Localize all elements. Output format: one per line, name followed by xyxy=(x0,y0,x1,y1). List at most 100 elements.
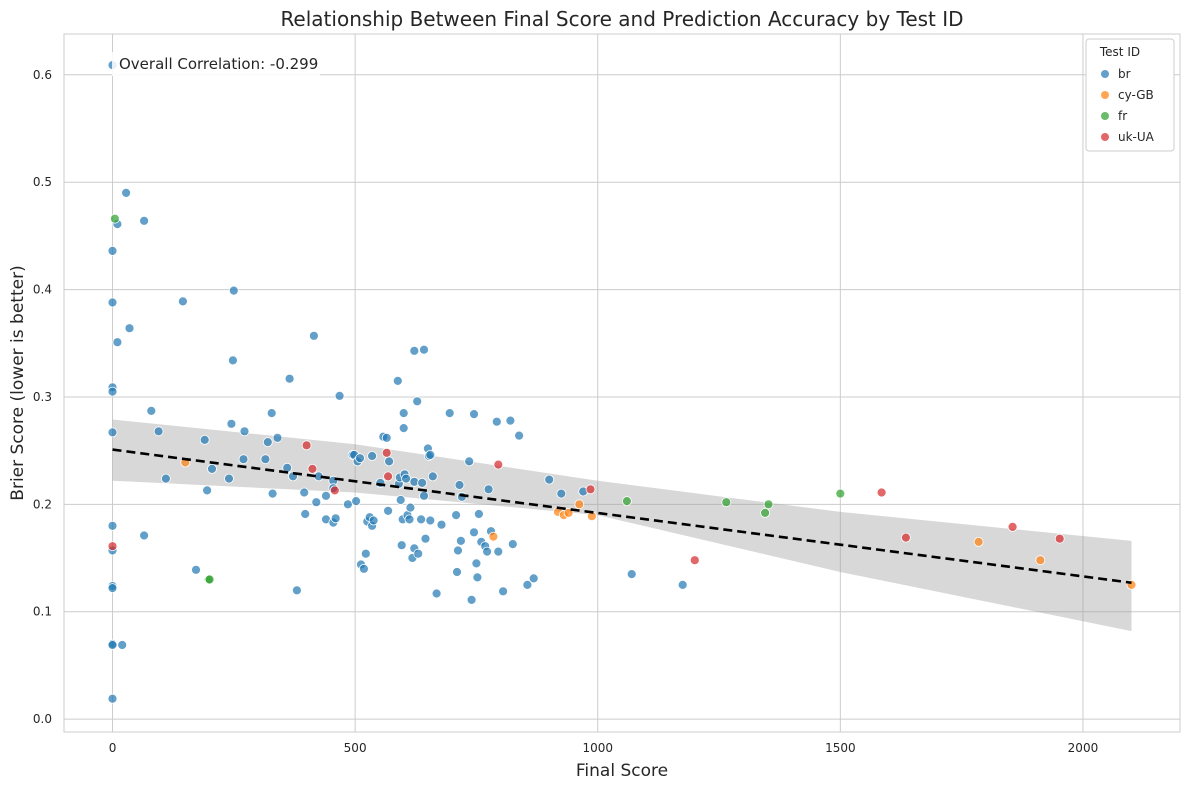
data-point-br xyxy=(464,456,475,467)
data-point-br xyxy=(427,471,438,482)
data-point-br xyxy=(556,488,567,499)
data-point-br xyxy=(392,375,403,386)
data-point-br xyxy=(398,408,409,419)
data-point-br xyxy=(454,480,465,490)
data-point-br xyxy=(260,454,271,465)
data-point-uk-UA xyxy=(383,471,394,482)
data-point-br xyxy=(522,580,533,590)
data-point-br xyxy=(351,496,362,507)
data-point-br xyxy=(425,449,436,460)
data-point-cy-GB xyxy=(488,531,499,542)
data-point-br xyxy=(412,396,423,407)
data-point-br xyxy=(227,355,238,366)
legend: Test ID br cy-GB fr uk-UA xyxy=(1085,38,1175,152)
legend-title: Test ID xyxy=(1099,45,1140,59)
data-point-br xyxy=(107,245,118,256)
data-point-br xyxy=(482,546,493,557)
data-point-br xyxy=(452,567,462,577)
data-point-br xyxy=(396,540,407,551)
data-points xyxy=(107,60,1137,704)
legend-marker-uk-UA xyxy=(1101,133,1109,141)
data-point-uk-UA xyxy=(585,484,596,495)
data-point-uk-UA xyxy=(689,555,700,566)
data-point-br xyxy=(238,454,249,465)
data-point-br xyxy=(444,408,455,419)
data-point-br xyxy=(472,572,483,583)
data-point-br xyxy=(384,456,395,467)
data-point-br xyxy=(107,386,118,397)
x-tick-label: 2000 xyxy=(1068,741,1099,755)
data-point-br xyxy=(107,520,118,531)
x-tick-label: 1000 xyxy=(582,741,613,755)
data-point-cy-GB xyxy=(973,537,984,547)
chart-title: Relationship Between Final Score and Pre… xyxy=(280,7,963,31)
data-point-br xyxy=(107,583,118,593)
plot-area xyxy=(63,33,1181,733)
data-point-fr xyxy=(835,488,846,499)
legend-label-br: br xyxy=(1118,67,1131,81)
data-point-br xyxy=(405,502,416,513)
data-point-br xyxy=(436,519,447,530)
data-point-fr xyxy=(622,496,632,507)
x-tick-label: 1500 xyxy=(825,741,856,755)
data-point-br xyxy=(544,474,555,485)
data-point-br xyxy=(202,485,213,496)
y-axis-ticks: 0.0 0.1 0.2 0.3 0.4 0.5 0.6 xyxy=(33,68,52,726)
data-point-br xyxy=(284,373,295,384)
data-point-br xyxy=(483,484,494,495)
data-point-fr xyxy=(204,574,215,585)
data-point-fr xyxy=(763,499,774,510)
data-point-br xyxy=(334,390,345,401)
legend-frame xyxy=(1085,38,1175,152)
data-point-uk-UA xyxy=(381,447,392,458)
data-point-br xyxy=(358,563,369,574)
data-point-br xyxy=(191,564,201,575)
y-tick-label: 0.5 xyxy=(33,175,52,189)
data-point-br xyxy=(226,418,237,429)
confidence-band-area xyxy=(112,419,1132,632)
legend-marker-br xyxy=(1101,70,1109,78)
data-point-br xyxy=(139,530,150,541)
data-point-br xyxy=(267,488,278,499)
data-point-br xyxy=(117,640,128,650)
y-tick-label: 0.1 xyxy=(33,605,52,619)
data-point-br xyxy=(107,297,118,308)
data-point-br xyxy=(395,495,406,505)
annotation-text: Overall Correlation: -0.299 xyxy=(119,55,318,73)
data-point-br xyxy=(199,434,210,445)
y-tick-label: 0.6 xyxy=(33,68,52,82)
data-point-br xyxy=(401,473,412,484)
x-tick-label: 500 xyxy=(344,741,367,755)
data-point-br xyxy=(224,473,234,484)
data-point-br xyxy=(507,539,518,549)
data-point-uk-UA xyxy=(1054,533,1065,544)
data-point-uk-UA xyxy=(493,459,504,470)
legend-label-fr: fr xyxy=(1118,109,1127,123)
data-point-br xyxy=(139,215,150,226)
regression-line-group xyxy=(112,448,1132,585)
data-point-br xyxy=(677,580,688,590)
data-point-br xyxy=(528,573,539,584)
y-tick-label: 0.4 xyxy=(33,283,52,297)
data-point-br xyxy=(514,430,524,441)
x-axis-label: Final Score xyxy=(576,761,668,781)
data-point-fr xyxy=(110,213,120,224)
data-point-br xyxy=(491,416,502,427)
data-point-br xyxy=(413,548,424,559)
data-point-br xyxy=(262,437,273,448)
y-tick-label: 0.2 xyxy=(33,497,52,511)
data-point-br xyxy=(107,427,118,438)
data-point-br xyxy=(300,509,311,519)
data-point-br xyxy=(330,513,341,524)
data-point-br xyxy=(473,509,484,519)
x-tick-label: 0 xyxy=(109,741,117,755)
data-point-br xyxy=(311,497,322,508)
data-point-br xyxy=(381,432,392,443)
data-point-br xyxy=(107,693,118,704)
data-point-br xyxy=(409,345,420,356)
legend-marker-cy-GB xyxy=(1101,91,1109,99)
legend-label-cy-GB: cy-GB xyxy=(1118,88,1154,102)
data-point-br xyxy=(425,515,436,526)
annotation-box xyxy=(112,52,320,76)
